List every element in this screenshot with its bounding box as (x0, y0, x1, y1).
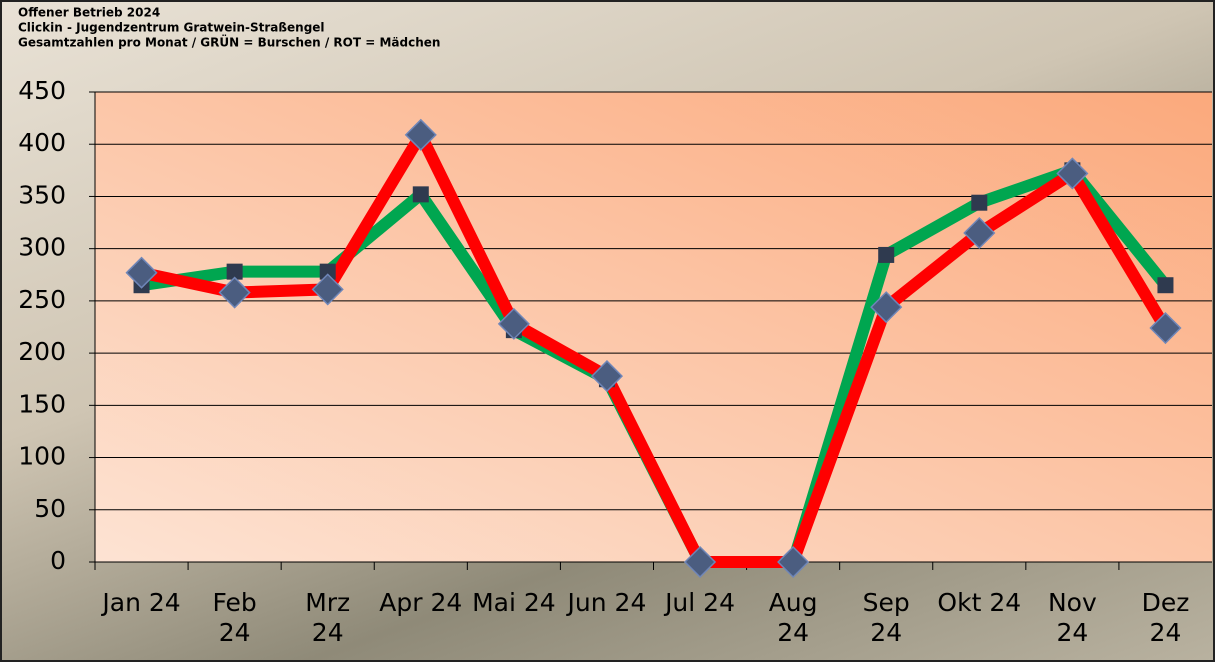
marker (971, 195, 987, 211)
marker (1157, 277, 1173, 293)
y-tick-label: 300 (18, 233, 66, 262)
x-tick-label: Feb 24 (193, 588, 277, 648)
plot-area (95, 92, 1212, 562)
chart-note: Gesamtzahlen pro Monat / GRÜN = Burschen… (18, 35, 440, 50)
chart: Offener Betrieb 2024 Clickin - Jugendzen… (0, 0, 1215, 662)
x-tick-label: Sep 24 (844, 588, 928, 648)
y-tick-label: 350 (18, 180, 66, 209)
y-tick-label: 450 (18, 76, 66, 105)
marker (878, 247, 894, 263)
y-tick-label: 100 (18, 442, 66, 471)
x-tick-label: Jan 24 (100, 588, 184, 618)
marker (413, 186, 429, 202)
y-tick-label: 50 (34, 494, 66, 523)
x-tick-label: Aug 24 (751, 588, 835, 648)
y-tick-label: 0 (50, 546, 66, 575)
x-tick-label: Jun 24 (565, 588, 649, 618)
x-tick-label: Okt 24 (937, 588, 1021, 618)
x-tick-label: Nov 24 (1030, 588, 1114, 648)
x-tick-label: Jul 24 (658, 588, 742, 618)
y-tick-label: 250 (18, 285, 66, 314)
chart-subtitle: Clickin - Jugendzentrum Gratwein-Straßen… (18, 21, 325, 35)
x-tick-label: Mrz 24 (286, 588, 370, 648)
page: Offener Betrieb 2024 Clickin - Jugendzen… (0, 0, 1215, 662)
y-tick-label: 400 (18, 128, 66, 157)
y-tick-label: 150 (18, 389, 66, 418)
y-tick-label: 200 (18, 337, 66, 366)
chart-title: Offener Betrieb 2024 (18, 6, 160, 20)
x-tick-label: Apr 24 (379, 588, 463, 618)
x-tick-label: Dez 24 (1123, 588, 1207, 648)
x-tick-label: Mai 24 (472, 588, 556, 618)
